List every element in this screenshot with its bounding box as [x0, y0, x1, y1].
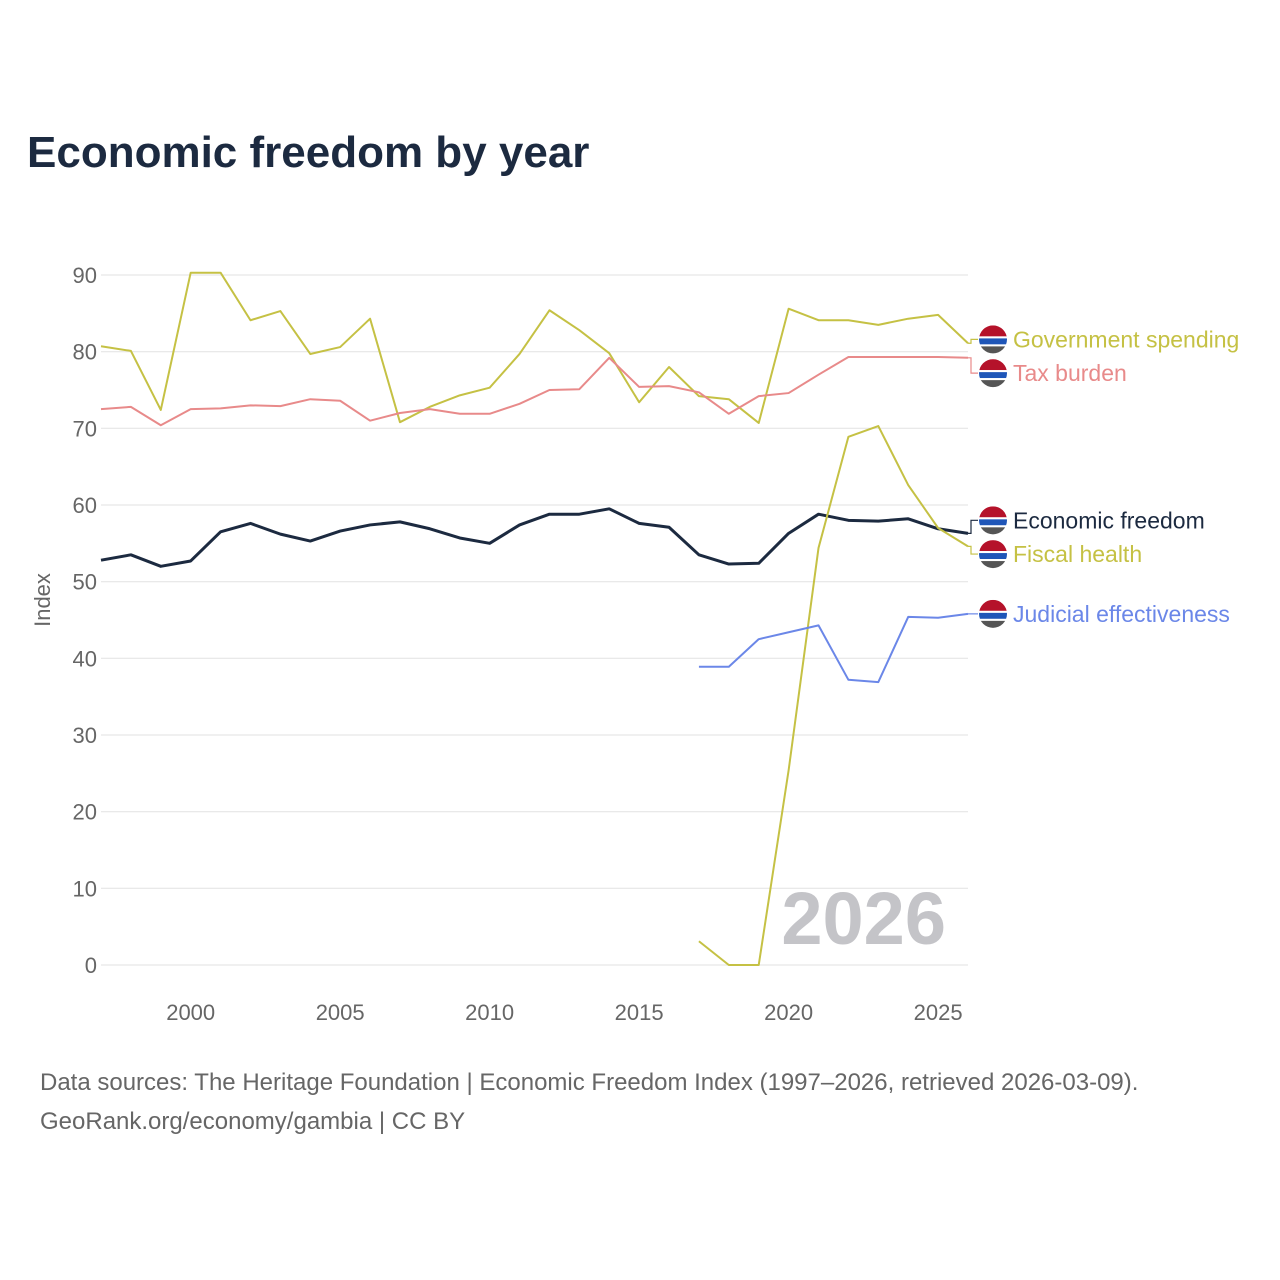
- y-tick-labels: 0 10 20 30 40 50 60 70 80 90: [73, 263, 97, 978]
- y-axis-label: Index: [30, 573, 55, 627]
- x-tick-label: 2015: [615, 1000, 664, 1025]
- y-tick-label: 20: [73, 800, 97, 825]
- legend-connector: [968, 338, 978, 344]
- y-tick-label: 50: [73, 570, 97, 595]
- series-line-economic-freedom: [100, 507, 969, 568]
- x-tick-label: 2005: [316, 1000, 365, 1025]
- watermark-year: 2026: [781, 877, 946, 960]
- x-tick-label: 2000: [166, 1000, 215, 1025]
- x-tick-labels: 2000 2005 2010 2015 2020 2025: [166, 1000, 962, 1025]
- y-tick-label: 60: [73, 493, 97, 518]
- legend: Government spending Tax burden Economic fr…: [968, 325, 1239, 628]
- source-note: Data sources: The Heritage Foundation | …: [40, 1069, 1139, 1096]
- y-tick-label: 70: [73, 416, 97, 441]
- series-line-tax-burden: [100, 356, 969, 427]
- x-tick-label: 2025: [914, 1000, 963, 1025]
- gambia-flag-icon: [979, 359, 1007, 388]
- y-tick-label: 0: [85, 953, 97, 978]
- x-tick-label: 2010: [465, 1000, 514, 1025]
- legend-label: Tax burden: [1013, 360, 1127, 386]
- chart-title: Economic freedom by year: [27, 128, 590, 177]
- gambia-flag-icon: [979, 325, 1007, 354]
- series-line-fiscal-health: [698, 425, 969, 966]
- legend-label: Judicial effectiveness: [1013, 601, 1230, 627]
- y-tick-label: 80: [73, 340, 97, 365]
- x-tick-label: 2020: [764, 1000, 813, 1025]
- legend-label: Fiscal health: [1013, 541, 1142, 567]
- legend-label: Economic freedom: [1013, 507, 1205, 533]
- y-tick-label: 30: [73, 723, 97, 748]
- gambia-flag-icon: [979, 540, 1007, 569]
- series-lines: [100, 271, 969, 966]
- series-line-judicial-effectiveness: [698, 612, 969, 684]
- series-line-government-spending: [100, 271, 969, 424]
- legend-connector: [968, 545, 978, 555]
- legend-connector: [968, 357, 978, 374]
- y-tick-label: 90: [73, 263, 97, 288]
- legend-label: Government spending: [1013, 326, 1239, 352]
- gambia-flag-icon: [979, 506, 1007, 535]
- source-url: GeoRank.org/economy/gambia | CC BY: [40, 1108, 466, 1135]
- legend-connector: [968, 519, 978, 534]
- gambia-flag-icon: [979, 599, 1007, 628]
- y-tick-label: 10: [73, 876, 97, 901]
- gridlines: [101, 274, 968, 966]
- y-tick-label: 40: [73, 646, 97, 671]
